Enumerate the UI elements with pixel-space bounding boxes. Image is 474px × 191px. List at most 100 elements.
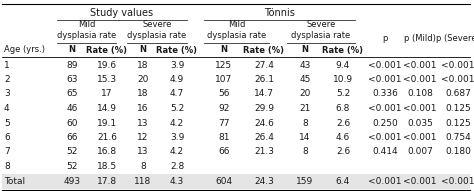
Bar bbox=[2, 174, 470, 189]
Text: 60: 60 bbox=[66, 118, 78, 128]
Text: 5.2: 5.2 bbox=[170, 104, 184, 113]
Text: 10.9: 10.9 bbox=[333, 75, 353, 84]
Text: 18: 18 bbox=[137, 90, 149, 99]
Text: 66: 66 bbox=[218, 147, 230, 156]
Text: 4.9: 4.9 bbox=[170, 75, 184, 84]
Text: 21: 21 bbox=[299, 104, 310, 113]
Text: 13: 13 bbox=[137, 147, 149, 156]
Text: 2.6: 2.6 bbox=[336, 147, 350, 156]
Text: 5: 5 bbox=[4, 118, 10, 128]
Text: <0.001: <0.001 bbox=[403, 133, 437, 142]
Text: 13: 13 bbox=[137, 118, 149, 128]
Text: <0.001: <0.001 bbox=[441, 176, 474, 185]
Text: 26.4: 26.4 bbox=[254, 133, 274, 142]
Text: N: N bbox=[139, 45, 146, 54]
Text: 0.007: 0.007 bbox=[407, 147, 433, 156]
Text: 3.9: 3.9 bbox=[170, 61, 184, 70]
Text: 3.9: 3.9 bbox=[170, 133, 184, 142]
Text: 604: 604 bbox=[216, 176, 233, 185]
Text: N: N bbox=[220, 45, 228, 54]
Text: Severe
dysplasia rate: Severe dysplasia rate bbox=[128, 20, 187, 40]
Text: <0.001: <0.001 bbox=[368, 61, 402, 70]
Text: Age (yrs.): Age (yrs.) bbox=[4, 45, 45, 54]
Text: 5.2: 5.2 bbox=[336, 90, 350, 99]
Text: p (Severe): p (Severe) bbox=[436, 34, 474, 43]
Text: 27.4: 27.4 bbox=[254, 61, 274, 70]
Text: 118: 118 bbox=[134, 176, 152, 185]
Text: 6.8: 6.8 bbox=[336, 104, 350, 113]
Text: <0.001: <0.001 bbox=[368, 133, 402, 142]
Text: <0.001: <0.001 bbox=[403, 104, 437, 113]
Text: <0.001: <0.001 bbox=[368, 104, 402, 113]
Text: 4.6: 4.6 bbox=[336, 133, 350, 142]
Text: 24.3: 24.3 bbox=[254, 176, 274, 185]
Text: 15.3: 15.3 bbox=[97, 75, 117, 84]
Text: 4.3: 4.3 bbox=[170, 176, 184, 185]
Text: 20: 20 bbox=[137, 75, 149, 84]
Text: 0.336: 0.336 bbox=[372, 90, 398, 99]
Text: 159: 159 bbox=[296, 176, 314, 185]
Text: 16: 16 bbox=[137, 104, 149, 113]
Text: 2.6: 2.6 bbox=[336, 118, 350, 128]
Text: 45: 45 bbox=[299, 75, 310, 84]
Text: 21.3: 21.3 bbox=[254, 147, 274, 156]
Text: 66: 66 bbox=[66, 133, 78, 142]
Text: <0.001: <0.001 bbox=[403, 176, 437, 185]
Text: 0.687: 0.687 bbox=[445, 90, 471, 99]
Text: 7: 7 bbox=[4, 147, 10, 156]
Text: 8: 8 bbox=[302, 147, 308, 156]
Text: 21.6: 21.6 bbox=[97, 133, 117, 142]
Text: 16.8: 16.8 bbox=[97, 147, 117, 156]
Text: Mild
dysplasia rate: Mild dysplasia rate bbox=[207, 20, 266, 40]
Text: 0.180: 0.180 bbox=[445, 147, 471, 156]
Text: <0.001: <0.001 bbox=[441, 75, 474, 84]
Text: 81: 81 bbox=[218, 133, 230, 142]
Text: 24.6: 24.6 bbox=[254, 118, 274, 128]
Text: Mild
dysplasia rate: Mild dysplasia rate bbox=[57, 20, 116, 40]
Text: 0.754: 0.754 bbox=[445, 133, 471, 142]
Text: <0.001: <0.001 bbox=[368, 75, 402, 84]
Text: 43: 43 bbox=[299, 61, 310, 70]
Text: Severe
dysplasia rate: Severe dysplasia rate bbox=[292, 20, 351, 40]
Text: 125: 125 bbox=[216, 61, 233, 70]
Text: 89: 89 bbox=[66, 61, 78, 70]
Text: 46: 46 bbox=[66, 104, 78, 113]
Text: Tönnis: Tönnis bbox=[264, 8, 295, 18]
Text: 2: 2 bbox=[4, 75, 9, 84]
Text: 17.8: 17.8 bbox=[97, 176, 117, 185]
Text: 18.5: 18.5 bbox=[97, 162, 117, 171]
Text: 19.6: 19.6 bbox=[97, 61, 117, 70]
Text: 4: 4 bbox=[4, 104, 9, 113]
Text: 26.1: 26.1 bbox=[254, 75, 274, 84]
Text: Study values: Study values bbox=[91, 8, 154, 18]
Text: 20: 20 bbox=[299, 90, 310, 99]
Text: p: p bbox=[383, 34, 388, 43]
Text: 4.7: 4.7 bbox=[170, 90, 184, 99]
Text: 14: 14 bbox=[299, 133, 310, 142]
Text: 0.035: 0.035 bbox=[407, 118, 433, 128]
Text: Rate (%): Rate (%) bbox=[156, 45, 198, 54]
Text: 107: 107 bbox=[215, 75, 233, 84]
Text: 8: 8 bbox=[140, 162, 146, 171]
Text: 0.125: 0.125 bbox=[445, 118, 471, 128]
Text: 18: 18 bbox=[137, 61, 149, 70]
Text: 14.9: 14.9 bbox=[97, 104, 117, 113]
Text: 4.2: 4.2 bbox=[170, 118, 184, 128]
Text: p (Mild): p (Mild) bbox=[404, 34, 436, 43]
Text: 8: 8 bbox=[302, 118, 308, 128]
Text: 0.108: 0.108 bbox=[407, 90, 433, 99]
Text: 92: 92 bbox=[219, 104, 230, 113]
Text: 0.250: 0.250 bbox=[372, 118, 398, 128]
Text: 6.4: 6.4 bbox=[336, 176, 350, 185]
Text: <0.001: <0.001 bbox=[368, 176, 402, 185]
Text: 77: 77 bbox=[218, 118, 230, 128]
Text: 2.8: 2.8 bbox=[170, 162, 184, 171]
Text: 0.125: 0.125 bbox=[445, 104, 471, 113]
Text: 52: 52 bbox=[66, 147, 78, 156]
Text: 9.4: 9.4 bbox=[336, 61, 350, 70]
Text: 3: 3 bbox=[4, 90, 10, 99]
Text: 12: 12 bbox=[137, 133, 149, 142]
Text: N: N bbox=[301, 45, 309, 54]
Text: 65: 65 bbox=[66, 90, 78, 99]
Text: 63: 63 bbox=[66, 75, 78, 84]
